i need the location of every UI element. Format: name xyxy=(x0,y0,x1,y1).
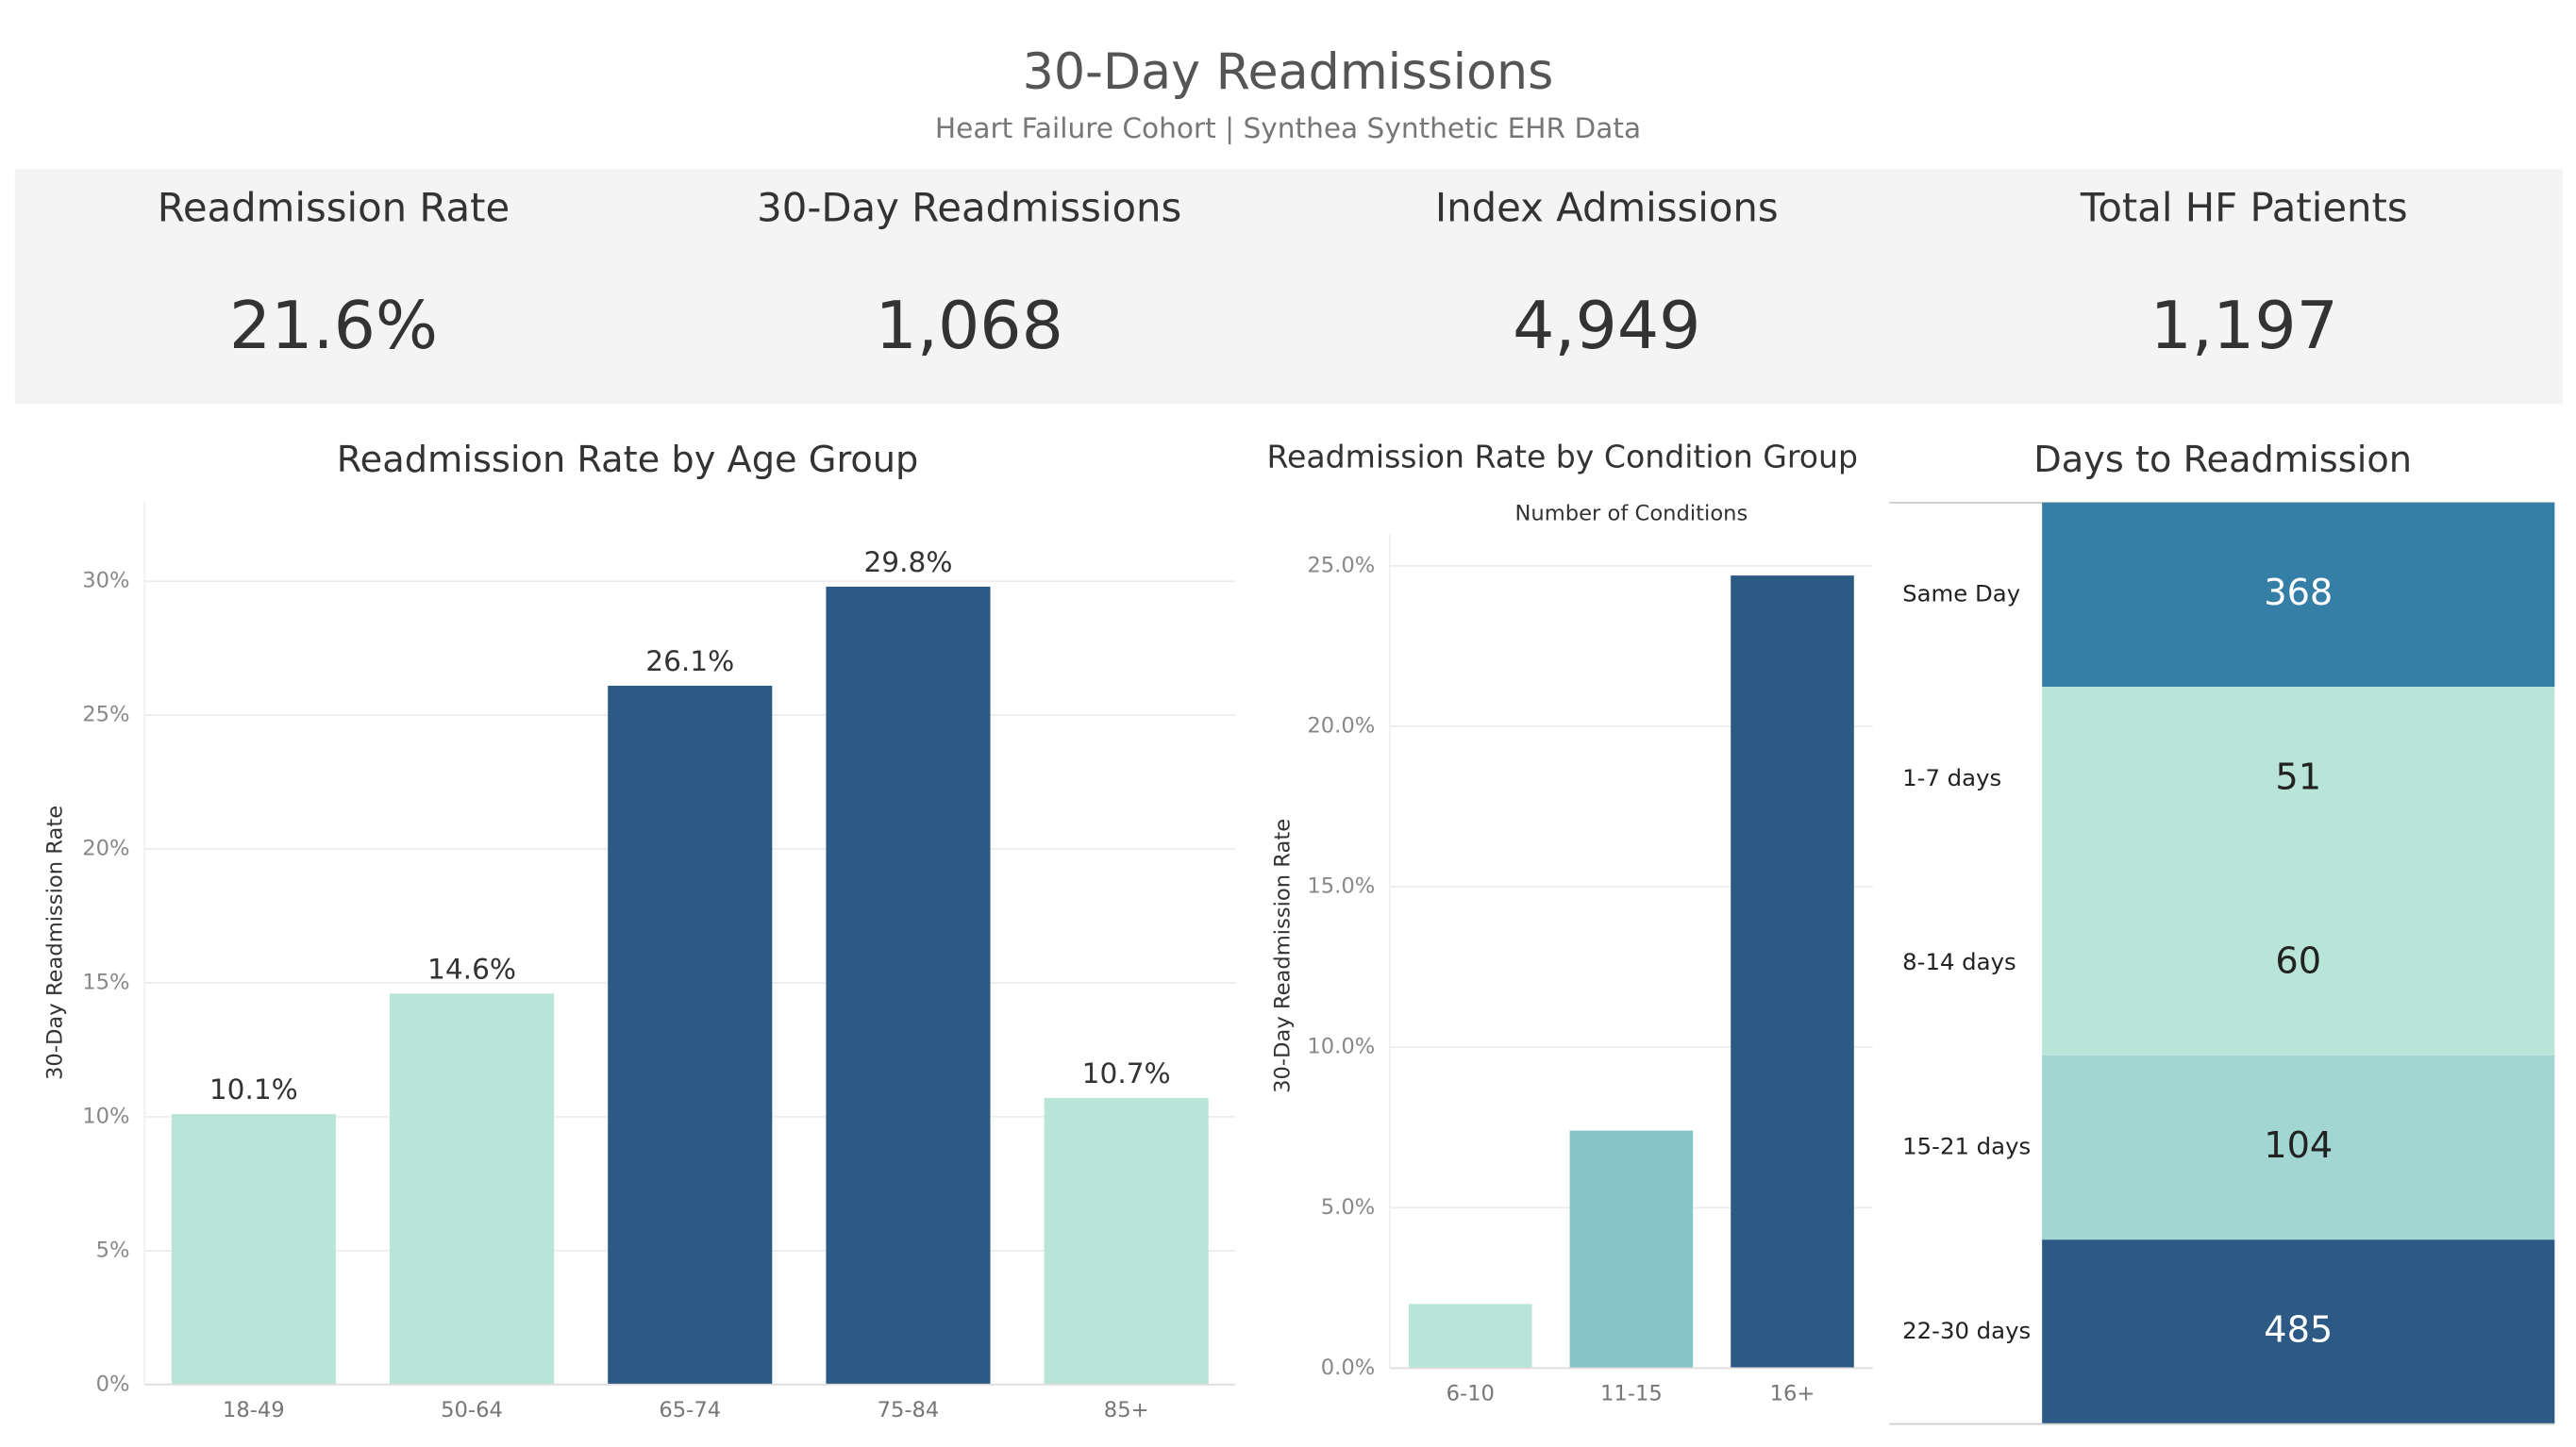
chart-title: Days to Readmission xyxy=(2033,439,2412,481)
x-axis-title: Number of Conditions xyxy=(1514,502,1748,526)
kpi-band xyxy=(14,169,2564,405)
kpi-label: Total HF Patients xyxy=(2080,184,2408,230)
bar xyxy=(826,586,991,1385)
value-label: 29.8% xyxy=(863,546,952,578)
dashboard-subtitle: Heart Failure Cohort | Synthea Synthetic… xyxy=(935,112,1641,145)
bar xyxy=(171,1114,336,1385)
y-tick-label: 25.0% xyxy=(1307,553,1375,577)
y-tick-label: 20% xyxy=(82,837,129,861)
x-tick-label: 85+ xyxy=(1104,1398,1149,1422)
row-label: Same Day xyxy=(1902,580,2020,607)
heat-cell xyxy=(2042,687,2555,872)
bar xyxy=(1044,1098,1209,1385)
kpi-value: 4,949 xyxy=(1513,288,1700,364)
y-tick-label: 30% xyxy=(82,569,129,593)
row-label: 15-21 days xyxy=(1902,1133,2031,1160)
x-tick-label: 65-74 xyxy=(659,1398,721,1422)
y-tick-label: 15.0% xyxy=(1307,874,1375,899)
y-tick-label: 25% xyxy=(82,703,129,727)
heat-cell xyxy=(2042,1055,2555,1240)
y-tick-label: 0% xyxy=(96,1372,130,1396)
y-tick-label: 5.0% xyxy=(1321,1195,1375,1220)
x-tick-label: 11-15 xyxy=(1600,1382,1663,1406)
y-axis-title: 30-Day Readmission Rate xyxy=(43,806,68,1080)
bar xyxy=(1569,1130,1694,1369)
chart-title: Readmission Rate by Age Group xyxy=(337,439,919,481)
x-tick-label: 18-49 xyxy=(223,1398,285,1422)
y-tick-label: 15% xyxy=(82,971,129,995)
bar xyxy=(608,685,773,1385)
heat-cell xyxy=(2042,871,2555,1056)
value-label: 26.1% xyxy=(645,645,734,677)
x-tick-label: 6-10 xyxy=(1447,1382,1495,1406)
y-tick-label: 0.0% xyxy=(1321,1356,1375,1380)
x-tick-label: 50-64 xyxy=(441,1398,503,1422)
x-tick-label: 16+ xyxy=(1770,1382,1815,1406)
heat-cell xyxy=(2042,1239,2555,1424)
y-axis-title: 30-Day Readmission Rate xyxy=(1270,819,1295,1093)
y-tick-label: 5% xyxy=(96,1238,130,1262)
row-label: 8-14 days xyxy=(1902,948,2016,975)
kpi-value: 1,197 xyxy=(2150,288,2338,364)
value-label: 10.1% xyxy=(209,1073,298,1106)
cell-value: 51 xyxy=(2275,756,2321,798)
kpi-value: 21.6% xyxy=(229,288,438,364)
kpi-label: Index Admissions xyxy=(1435,184,1779,230)
value-label: 14.6% xyxy=(427,953,516,985)
kpi-label: 30-Day Readmissions xyxy=(757,184,1181,230)
chart-title: Readmission Rate by Condition Group xyxy=(1267,438,1858,474)
bar xyxy=(1731,575,1854,1369)
bar xyxy=(389,993,555,1385)
bar xyxy=(1408,1304,1532,1369)
cell-value: 104 xyxy=(2264,1124,2333,1167)
cell-value: 60 xyxy=(2275,940,2321,983)
x-tick-label: 75-84 xyxy=(878,1398,940,1422)
dashboard-title: 30-Day Readmissions xyxy=(1023,44,1554,101)
y-tick-label: 20.0% xyxy=(1307,714,1375,739)
cell-value: 368 xyxy=(2264,572,2333,614)
value-label: 10.7% xyxy=(1082,1057,1171,1089)
heat-cell xyxy=(2042,502,2555,688)
y-tick-label: 10% xyxy=(82,1104,129,1128)
row-label: 22-30 days xyxy=(1902,1317,2031,1344)
kpi-label: Readmission Rate xyxy=(158,184,510,230)
kpi-value: 1,068 xyxy=(876,288,1063,364)
row-label: 1-7 days xyxy=(1902,764,2001,791)
y-tick-label: 10.0% xyxy=(1307,1035,1375,1059)
cell-value: 485 xyxy=(2264,1308,2333,1351)
